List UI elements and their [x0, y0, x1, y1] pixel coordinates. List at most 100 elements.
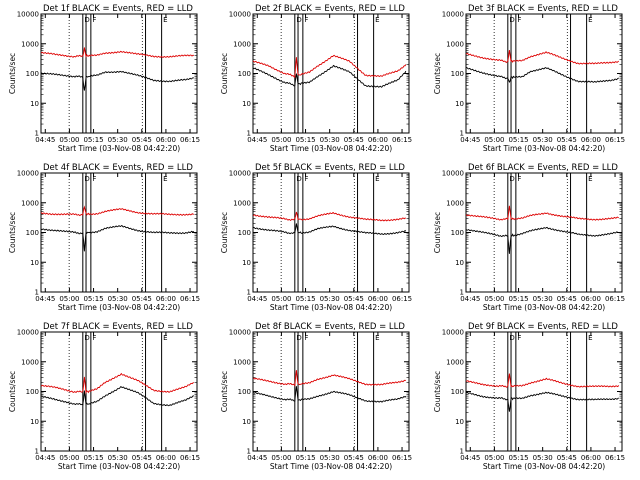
x-tick-label: 05:00	[271, 136, 291, 144]
interval-label: D	[509, 334, 514, 342]
interval-label: F	[304, 175, 308, 183]
x-tick-label: 05:45	[344, 295, 364, 303]
x-tick-label: 04:45	[35, 136, 55, 144]
x-tick-label: 05:30	[320, 136, 340, 144]
panel-title: Det 9f BLACK = Events, RED = LLD	[468, 322, 618, 332]
x-tick-label: 05:30	[108, 136, 128, 144]
x-tick-label: 05:30	[108, 295, 128, 303]
detector-panel-1: Det 1f BLACK = Events, RED = LLD 1 10 100 10…	[8, 4, 200, 153]
y-tick-label: 1	[460, 289, 464, 297]
series-line-lld	[40, 47, 195, 59]
interval-label: E	[588, 16, 592, 24]
y-tick-label: 1	[35, 130, 39, 138]
x-axis-title: Start Time (03-Nov-08 04:42:20)	[483, 462, 605, 471]
interval-label: F	[517, 334, 521, 342]
detector-panel-5: Det 5f BLACK = Events, RED = LLD 1 10 100 10…	[220, 163, 412, 312]
plot-frame	[40, 331, 198, 452]
plot-frame	[252, 13, 410, 134]
x-tick-label: 04:45	[35, 454, 55, 462]
x-tick-label: 05:15	[83, 454, 103, 462]
x-tick-label: 05:45	[344, 136, 364, 144]
panel-title: Det 2f BLACK = Events, RED = LLD	[255, 4, 405, 14]
detector-panel-2: Det 2f BLACK = Events, RED = LLD 1 10 100 10…	[220, 4, 412, 153]
y-tick-label: 10	[455, 100, 464, 108]
interval-label: D	[296, 175, 301, 183]
x-tick-label: 05:00	[484, 136, 504, 144]
x-tick-label: 06:00	[368, 454, 388, 462]
x-tick-label: 05:45	[132, 136, 152, 144]
x-tick-label: 05:00	[271, 454, 291, 462]
y-tick-label: 1	[247, 130, 251, 138]
x-tick-label: 05:45	[557, 454, 577, 462]
interval-label: F	[517, 175, 521, 183]
y-tick-label: 10000	[17, 170, 39, 178]
interval-label: E	[375, 334, 379, 342]
y-tick-label: 100	[238, 229, 251, 237]
y-axis-title: Counts/sec	[433, 212, 442, 253]
y-tick-label: 1	[247, 448, 251, 456]
x-tick-label: 05:00	[59, 454, 79, 462]
interval-label: E	[163, 16, 167, 24]
interval-label: E	[588, 175, 592, 183]
y-tick-label: 1000	[233, 358, 251, 366]
x-tick-label: 05:45	[557, 136, 577, 144]
y-tick-label: 1000	[233, 40, 251, 48]
y-tick-label: 10000	[17, 329, 39, 337]
y-tick-label: 10	[30, 100, 39, 108]
y-tick-label: 100	[451, 70, 464, 78]
y-axis-title: Counts/sec	[220, 212, 229, 253]
plot-frame	[465, 331, 623, 452]
x-tick-label: 05:00	[484, 454, 504, 462]
y-tick-label: 10000	[442, 170, 464, 178]
x-axis-title: Start Time (03-Nov-08 04:42:20)	[270, 462, 392, 471]
x-axis-title: Start Time (03-Nov-08 04:42:20)	[483, 303, 605, 312]
x-tick-label: 06:15	[392, 454, 412, 462]
y-axis-title: Counts/sec	[433, 53, 442, 94]
x-tick-label: 06:00	[156, 295, 176, 303]
y-tick-label: 100	[451, 229, 464, 237]
y-tick-label: 10	[30, 418, 39, 426]
interval-label: F	[304, 16, 308, 24]
y-tick-label: 10000	[442, 11, 464, 19]
series-line-lld	[465, 50, 619, 65]
series-line-lld	[252, 54, 407, 79]
x-tick-label: 05:15	[295, 136, 315, 144]
y-tick-label: 100	[26, 70, 39, 78]
plot-frame	[252, 172, 410, 293]
series-line-events	[40, 225, 195, 252]
x-tick-label: 04:45	[460, 295, 480, 303]
interval-label: F	[92, 16, 96, 24]
x-tick-label: 05:45	[132, 295, 152, 303]
x-tick-label: 05:30	[320, 295, 340, 303]
x-tick-label: 06:00	[581, 295, 601, 303]
y-tick-label: 10	[455, 259, 464, 267]
x-tick-label: 06:15	[180, 136, 200, 144]
x-tick-label: 05:30	[533, 295, 553, 303]
y-tick-label: 10000	[229, 170, 251, 178]
y-tick-label: 1000	[21, 40, 39, 48]
interval-label: E	[588, 334, 592, 342]
y-tick-label: 1	[35, 289, 39, 297]
interval-label: D	[84, 16, 89, 24]
x-tick-label: 05:15	[508, 136, 528, 144]
x-tick-label: 06:15	[605, 136, 625, 144]
detector-panel-9: Det 9f BLACK = Events, RED = LLD 1 10 100 10…	[433, 322, 625, 471]
y-axis-title: Counts/sec	[220, 53, 229, 94]
y-tick-label: 100	[238, 70, 251, 78]
x-tick-label: 05:15	[508, 454, 528, 462]
panel-title: Det 1f BLACK = Events, RED = LLD	[43, 4, 193, 14]
y-axis-title: Counts/sec	[8, 212, 17, 253]
y-tick-label: 100	[26, 229, 39, 237]
y-tick-label: 1	[35, 448, 39, 456]
x-tick-label: 05:30	[320, 454, 340, 462]
x-tick-label: 06:15	[605, 454, 625, 462]
x-tick-label: 05:30	[533, 454, 553, 462]
y-tick-label: 1	[460, 130, 464, 138]
series-line-lld	[465, 205, 620, 221]
y-tick-label: 10000	[229, 329, 251, 337]
series-line-events	[40, 386, 194, 407]
x-tick-label: 06:00	[156, 136, 176, 144]
y-tick-label: 100	[451, 388, 464, 396]
x-tick-label: 05:00	[59, 295, 79, 303]
x-tick-label: 05:15	[508, 295, 528, 303]
